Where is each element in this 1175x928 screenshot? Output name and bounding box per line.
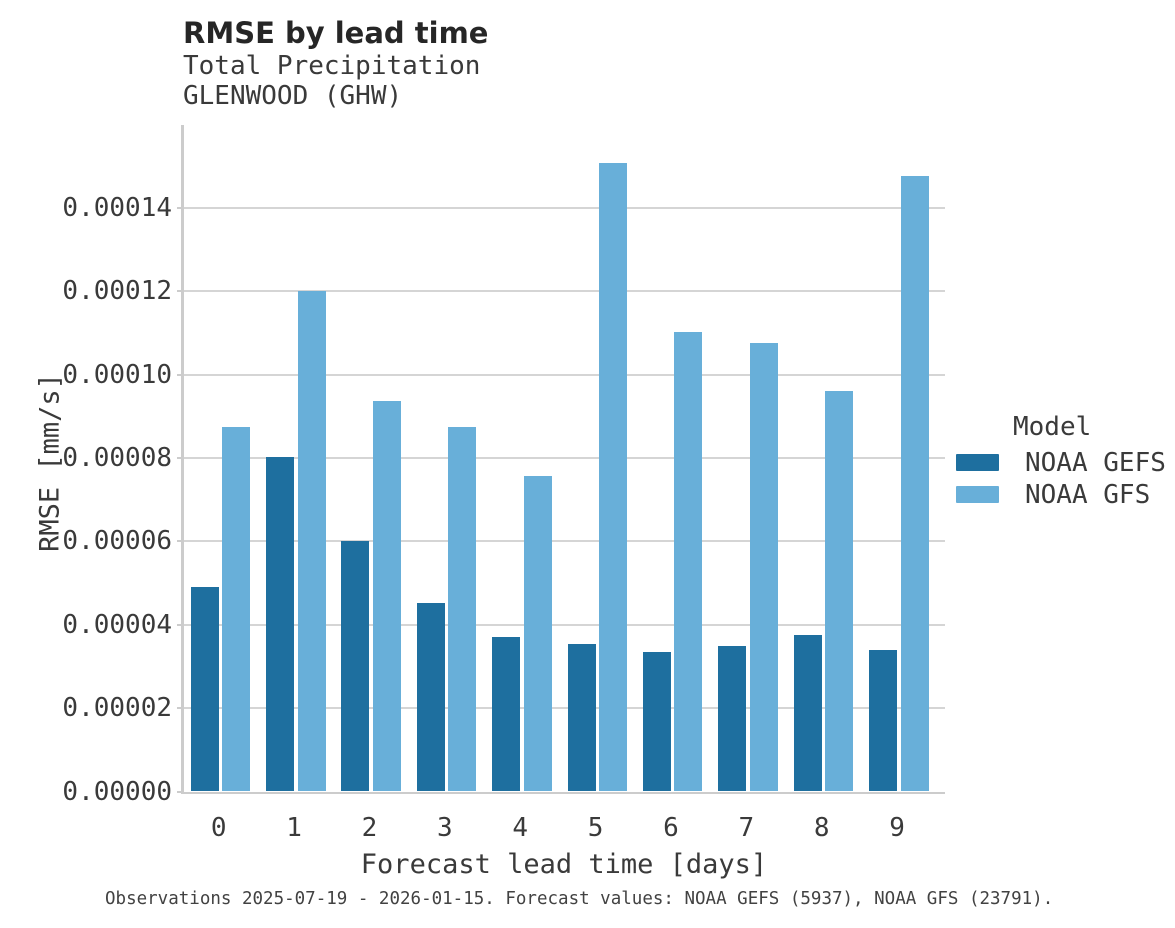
bar-noaa-gfs-day-9: [900, 175, 929, 792]
bar-noaa-gefs-day-8: [793, 634, 822, 792]
legend-label-noaa-gefs: NOAA GEFS: [1025, 447, 1166, 478]
x-tick-label-7: 7: [738, 813, 755, 843]
x-tick-label-1: 1: [286, 813, 302, 843]
bar-noaa-gefs-day-5: [567, 644, 596, 792]
y-axis-line: [181, 124, 184, 794]
legend-swatch-noaa-gfs: [956, 486, 999, 503]
gridline-0.00006: [183, 540, 945, 543]
y-tick-mark-0.00012: [177, 290, 183, 293]
chart-subtitle-station: GLENWOOD (GHW): [183, 81, 403, 111]
y-tick-mark-0.00004: [177, 623, 183, 626]
x-tick-label-2: 2: [361, 813, 378, 843]
x-tick-label-4: 4: [512, 813, 529, 843]
bar-noaa-gefs-day-2: [341, 541, 370, 792]
legend-swatch-noaa-gefs: [956, 454, 999, 471]
bar-noaa-gfs-day-2: [372, 401, 401, 792]
y-tick-label-0.00000: 0.00000: [62, 776, 172, 807]
chart-title: RMSE by lead time: [183, 16, 489, 50]
chart-subtitle-variable: Total Precipitation: [183, 51, 481, 81]
bar-noaa-gfs-day-0: [222, 427, 251, 792]
x-axis-title: Forecast lead time [days]: [360, 849, 768, 880]
x-tick-label-8: 8: [813, 813, 830, 843]
x-tick-label-3: 3: [437, 813, 453, 843]
legend-item-noaa-gefs: NOAA GEFS: [956, 448, 1166, 478]
bar-noaa-gefs-day-1: [266, 457, 295, 792]
y-tick-mark-0.00014: [177, 207, 183, 210]
bar-noaa-gfs-day-3: [448, 427, 477, 792]
y-tick-mark-0.00010: [177, 373, 183, 376]
y-tick-mark-0.00006: [177, 540, 183, 543]
bar-noaa-gfs-day-4: [523, 476, 552, 792]
y-tick-label-0.00004: 0.00004: [62, 609, 172, 640]
y-tick-label-0.00006: 0.00006: [62, 526, 172, 557]
gridline-0.00010: [183, 373, 945, 376]
y-tick-mark-0.00008: [177, 457, 183, 460]
gridline-0.00004: [183, 623, 945, 626]
bar-noaa-gefs-day-3: [416, 603, 445, 792]
x-axis-line: [181, 791, 945, 794]
bar-noaa-gfs-day-8: [825, 391, 854, 792]
bar-noaa-gefs-day-4: [492, 637, 521, 792]
gridline-0.00014: [183, 207, 945, 210]
x-tick-label-0: 0: [210, 813, 227, 843]
legend: Model NOAA GEFS NOAA GFS: [956, 412, 1166, 518]
gridline-0.00002: [183, 707, 945, 710]
legend-title: Model: [1013, 412, 1092, 442]
bar-noaa-gefs-day-9: [869, 649, 898, 792]
gridline-0.00012: [183, 290, 945, 293]
y-tick-mark-0.00000: [177, 790, 183, 793]
x-tick-label-5: 5: [587, 813, 604, 843]
y-tick-label-0.00010: 0.00010: [62, 359, 172, 390]
bar-noaa-gfs-day-5: [599, 162, 628, 792]
bar-noaa-gfs-day-1: [297, 290, 326, 792]
bar-noaa-gefs-day-6: [642, 652, 671, 792]
y-tick-label-0.00008: 0.00008: [62, 443, 172, 474]
bar-noaa-gefs-day-0: [190, 587, 219, 792]
bar-noaa-gfs-day-7: [749, 343, 778, 792]
legend-label-noaa-gfs: NOAA GFS: [1025, 479, 1151, 510]
y-tick-label-0.00014: 0.00014: [62, 193, 172, 224]
legend-item-noaa-gfs: NOAA GFS: [956, 480, 1166, 510]
x-tick-label-6: 6: [663, 813, 679, 843]
y-tick-mark-0.00002: [177, 707, 183, 710]
y-tick-label-0.00012: 0.00012: [62, 276, 172, 307]
x-tick-label-9: 9: [889, 813, 905, 843]
y-tick-label-0.00002: 0.00002: [62, 693, 172, 724]
bar-noaa-gefs-day-7: [718, 645, 747, 792]
caption-observations: Observations 2025-07-19 - 2026-01-15. Fo…: [105, 889, 1054, 909]
bar-noaa-gfs-day-6: [674, 332, 703, 792]
gridline-0.00008: [183, 457, 945, 460]
